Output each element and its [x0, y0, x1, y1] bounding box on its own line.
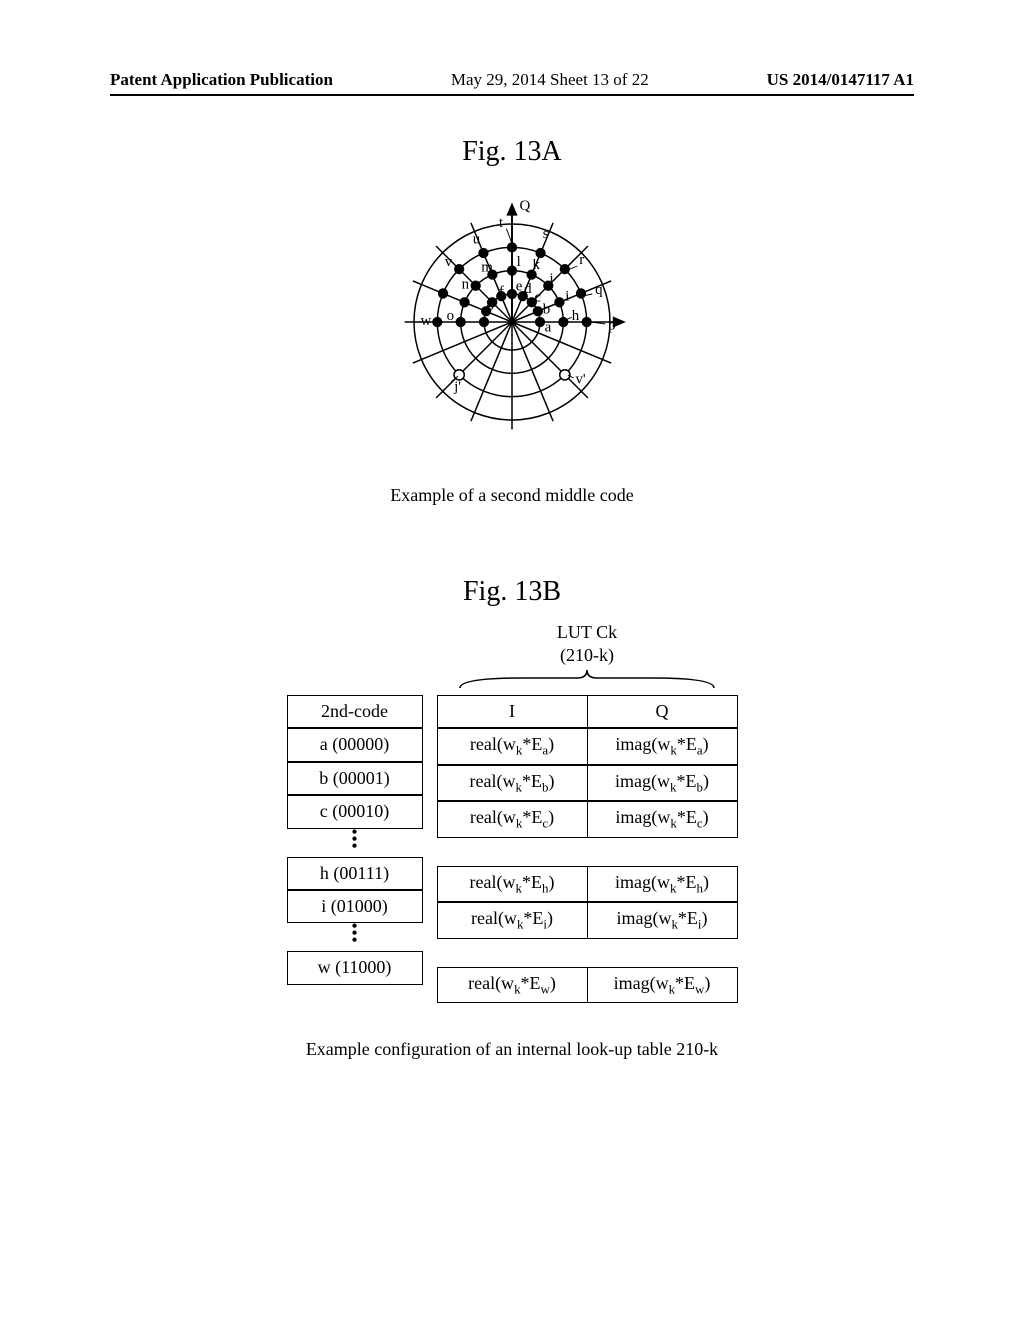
svg-text:a: a [545, 319, 552, 335]
header-right: US 2014/0147117 A1 [767, 70, 914, 90]
header-center: May 29, 2014 Sheet 13 of 22 [451, 70, 649, 90]
q-h: imag(wk*Eh) [588, 866, 738, 902]
header: Patent Application Publication May 29, 2… [110, 70, 914, 96]
lut-table: 2nd-code a (00000) b (00001) c (00010) •… [110, 695, 914, 1003]
code-b: b (00001) [287, 762, 423, 795]
vdots-spacer [437, 939, 738, 967]
i-a: real(wk*Ea) [437, 728, 588, 764]
svg-text:g: g [486, 295, 494, 311]
i-i: real(wk*Ei) [437, 902, 588, 938]
svg-text:l: l [517, 254, 521, 270]
svg-text:q: q [595, 282, 603, 298]
q-b: imag(wk*Eb) [588, 765, 738, 801]
svg-text:w: w [421, 313, 432, 329]
i-h: real(wk*Eh) [437, 866, 588, 902]
col-i-header: I [437, 695, 588, 728]
svg-text:i: i [565, 289, 569, 305]
fig13b-title: Fig. 13B [110, 576, 914, 608]
lut-label-2: (210-k) [452, 645, 722, 666]
svg-text:u: u [473, 232, 481, 248]
svg-text:s: s [543, 226, 549, 242]
i-b: real(wk*Eb) [437, 765, 588, 801]
vdots-spacer [437, 838, 738, 866]
i-c: real(wk*Ec) [437, 801, 588, 837]
fig13a-diagram: Q t s u r v q w p l k j i h m n o e d c [110, 182, 914, 467]
q-a: imag(wk*Ea) [588, 728, 738, 764]
fig13b-caption: Example configuration of an internal loo… [110, 1039, 914, 1060]
svg-text:k: k [533, 257, 541, 273]
q-i: imag(wk*Ei) [588, 902, 738, 938]
i-w: real(wk*Ew) [437, 967, 588, 1003]
svg-text:j: j [548, 271, 553, 287]
col-q-header: Q [588, 695, 738, 728]
svg-text:m: m [481, 260, 493, 276]
col-code-header: 2nd-code [287, 695, 423, 728]
code-w: w (11000) [287, 951, 423, 984]
svg-text:f: f [499, 284, 504, 300]
vdots-icon: ••• [287, 923, 423, 951]
lut-label-1: LUT Ck [452, 622, 722, 643]
fig13a-title: Fig. 13A [110, 136, 914, 168]
svg-text:r: r [579, 252, 584, 268]
fig13b: Fig. 13B LUT Ck (210-k) 2nd-code a (0000… [110, 576, 914, 1060]
svg-text:o: o [447, 308, 454, 324]
svg-text:e: e [516, 278, 523, 294]
axis-q-label: Q [519, 198, 530, 214]
q-c: imag(wk*Ec) [588, 801, 738, 837]
q-w: imag(wk*Ew) [588, 967, 738, 1003]
svg-text:t: t [499, 215, 504, 231]
svg-text:v: v [445, 254, 453, 270]
svg-text:h: h [572, 308, 580, 324]
header-left: Patent Application Publication [110, 70, 333, 90]
page: Patent Application Publication May 29, 2… [0, 0, 1024, 1320]
constellation-svg: Q t s u r v q w p l k j i h m n o e d c [362, 182, 662, 462]
svg-text:b: b [543, 302, 550, 318]
fig13a-caption: Example of a second middle code [110, 485, 914, 506]
col-code: 2nd-code a (00000) b (00001) c (00010) •… [287, 695, 423, 1003]
vdots-icon: ••• [287, 829, 423, 857]
svg-text:v': v' [575, 372, 585, 388]
code-h: h (00111) [287, 857, 423, 890]
svg-text:c: c [534, 289, 541, 305]
svg-text:p: p [608, 317, 615, 333]
svg-text:d: d [524, 281, 532, 297]
brace-icon [452, 668, 722, 690]
code-a: a (00000) [287, 728, 423, 761]
svg-text:n: n [462, 276, 470, 292]
svg-text:j': j' [453, 379, 461, 395]
col-iq: I Q real(wk*Ea) imag(wk*Ea) real(wk*Eb) … [437, 695, 738, 1003]
